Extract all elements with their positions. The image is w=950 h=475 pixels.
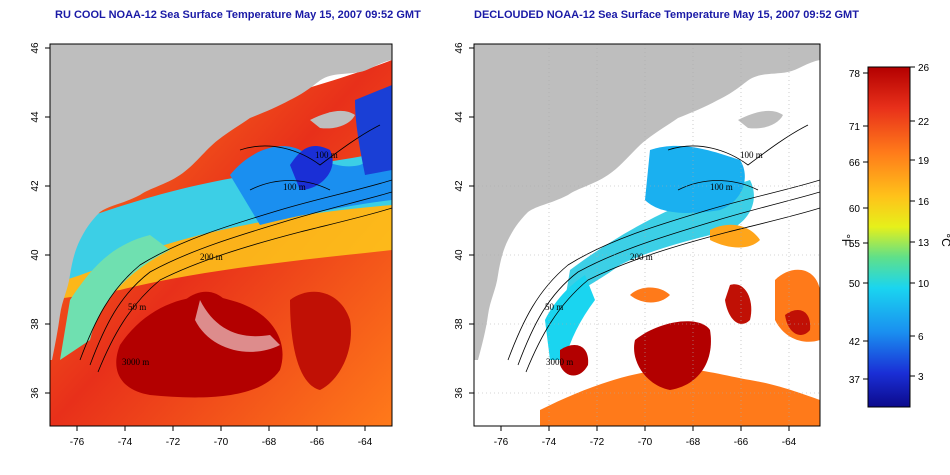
lon-tick-label: -66 bbox=[734, 437, 749, 448]
grid-lines bbox=[474, 44, 820, 426]
left-map-svg: 100 m 100 m 200 m 50 m 3000 m -76 -74 -7… bbox=[30, 42, 393, 448]
lat-tick-label: 44 bbox=[454, 111, 465, 123]
celsius-tick: 19 bbox=[918, 156, 930, 167]
celsius-tick: 16 bbox=[918, 197, 930, 208]
lat-tick-label: 38 bbox=[30, 318, 41, 330]
lon-tick-label: -64 bbox=[782, 437, 797, 448]
transition-band bbox=[50, 200, 392, 300]
lat-tick-label: 36 bbox=[454, 387, 465, 399]
warm-eddy bbox=[560, 345, 589, 376]
celsius-tick: 26 bbox=[918, 63, 930, 74]
shelf-water-region bbox=[60, 235, 170, 360]
colorbar-ramp bbox=[867, 66, 911, 408]
lat-tick-label: 46 bbox=[454, 42, 465, 54]
lat-tick-label: 44 bbox=[30, 111, 41, 123]
contour-label: 100 m bbox=[740, 150, 763, 160]
lon-tick-label: -74 bbox=[118, 437, 133, 448]
contour-label: 50 m bbox=[128, 302, 146, 312]
fahrenheit-tick: 78 bbox=[849, 69, 861, 80]
contour-label: 100 m bbox=[283, 182, 306, 192]
warm-eddy bbox=[725, 284, 752, 324]
cold-water-region bbox=[645, 145, 745, 213]
contour-label: 200 m bbox=[200, 252, 223, 262]
warm-water-south bbox=[540, 368, 820, 426]
warm-patch bbox=[630, 287, 670, 303]
lon-tick-label: -76 bbox=[70, 437, 85, 448]
lat-tick-label: 36 bbox=[30, 387, 41, 399]
contour-label: 100 m bbox=[315, 150, 338, 160]
fahrenheit-tick: 71 bbox=[849, 122, 861, 133]
celsius-tick: 10 bbox=[918, 279, 930, 290]
lon-tick-label: -74 bbox=[542, 437, 557, 448]
contour-label: 3000 m bbox=[122, 357, 149, 367]
lon-axis: -76 -74 -72 -70 -68 -66 -64 bbox=[70, 426, 373, 448]
lon-tick-label: -76 bbox=[494, 437, 509, 448]
lon-tick-label: -68 bbox=[686, 437, 701, 448]
land-mass bbox=[474, 44, 820, 360]
left-map-title: RU COOL NOAA-12 Sea Surface Temperature … bbox=[55, 9, 421, 21]
celsius-tick: 6 bbox=[918, 332, 924, 343]
lat-tick-label: 42 bbox=[30, 180, 41, 192]
warm-eddy bbox=[785, 310, 811, 335]
warm-eddy-east bbox=[290, 291, 351, 390]
gulf-stream-core bbox=[116, 296, 283, 398]
fahrenheit-tick: 50 bbox=[849, 279, 861, 290]
fahrenheit-tick: 37 bbox=[849, 375, 861, 386]
nova-scotia bbox=[738, 110, 783, 129]
lat-tick-label: 46 bbox=[30, 42, 41, 54]
cloud-streak bbox=[195, 300, 280, 352]
contour-label: 200 m bbox=[630, 252, 653, 262]
fahrenheit-tick: 42 bbox=[849, 337, 861, 348]
nova-scotia bbox=[310, 110, 355, 129]
celsius-unit-label: °C bbox=[939, 233, 950, 247]
left-sst-map: 100 m 100 m 200 m 50 m 3000 m -76 -74 -7… bbox=[0, 0, 420, 475]
lat-axis: 46 44 42 40 38 36 bbox=[30, 42, 50, 399]
cold-water-core bbox=[290, 145, 333, 190]
lon-tick-label: -72 bbox=[166, 437, 181, 448]
lat-tick-label: 40 bbox=[454, 249, 465, 261]
contour-label: 50 m bbox=[545, 302, 563, 312]
colorbar-svg: 78 71 66 60 55 50 42 37 26 22 19 16 13 1… bbox=[839, 63, 950, 408]
lon-tick-label: -70 bbox=[638, 437, 653, 448]
land-mass bbox=[50, 44, 392, 360]
shelf-water-region bbox=[545, 275, 595, 360]
warm-eddy-north bbox=[185, 291, 225, 307]
lon-tick-label: -72 bbox=[590, 437, 605, 448]
lat-axis: 46 44 42 40 38 36 bbox=[454, 42, 474, 399]
lon-axis: -76 -74 -72 -70 -68 -66 -64 bbox=[494, 426, 797, 448]
map-frame bbox=[473, 43, 821, 427]
celsius-tick: 3 bbox=[918, 372, 924, 383]
contour-label: 100 m bbox=[710, 182, 733, 192]
lon-tick-label: -70 bbox=[214, 437, 229, 448]
gulf-stream-core bbox=[634, 321, 711, 390]
contour-label: 3000 m bbox=[546, 357, 573, 367]
right-sst-map: 100 m 100 m 200 m 50 m 3000 m -76 -74 -7… bbox=[420, 0, 830, 475]
lon-tick-label: -64 bbox=[358, 437, 373, 448]
right-map-svg: 100 m 100 m 200 m 50 m 3000 m -76 -74 -7… bbox=[454, 42, 821, 448]
fahrenheit-tick: 60 bbox=[849, 204, 861, 215]
lon-tick-label: -66 bbox=[310, 437, 325, 448]
warm-patch bbox=[710, 224, 760, 248]
bathymetry-contours bbox=[79, 124, 392, 373]
lon-tick-label: -68 bbox=[262, 437, 277, 448]
temperature-colorbar: 78 71 66 60 55 50 42 37 26 22 19 16 13 1… bbox=[830, 0, 950, 475]
lat-tick-label: 42 bbox=[454, 180, 465, 192]
lat-tick-label: 40 bbox=[30, 249, 41, 261]
celsius-tick: 13 bbox=[918, 238, 930, 249]
celsius-tick: 22 bbox=[918, 117, 930, 128]
bathymetry-contours bbox=[507, 124, 820, 373]
fahrenheit-tick: 55 bbox=[849, 239, 861, 250]
lat-tick-label: 38 bbox=[454, 318, 465, 330]
right-map-title: DECLOUDED NOAA-12 Sea Surface Temperatur… bbox=[474, 9, 859, 21]
fahrenheit-unit-label: °F bbox=[839, 234, 853, 246]
cold-water-east bbox=[355, 85, 392, 175]
fahrenheit-tick: 66 bbox=[849, 158, 861, 169]
